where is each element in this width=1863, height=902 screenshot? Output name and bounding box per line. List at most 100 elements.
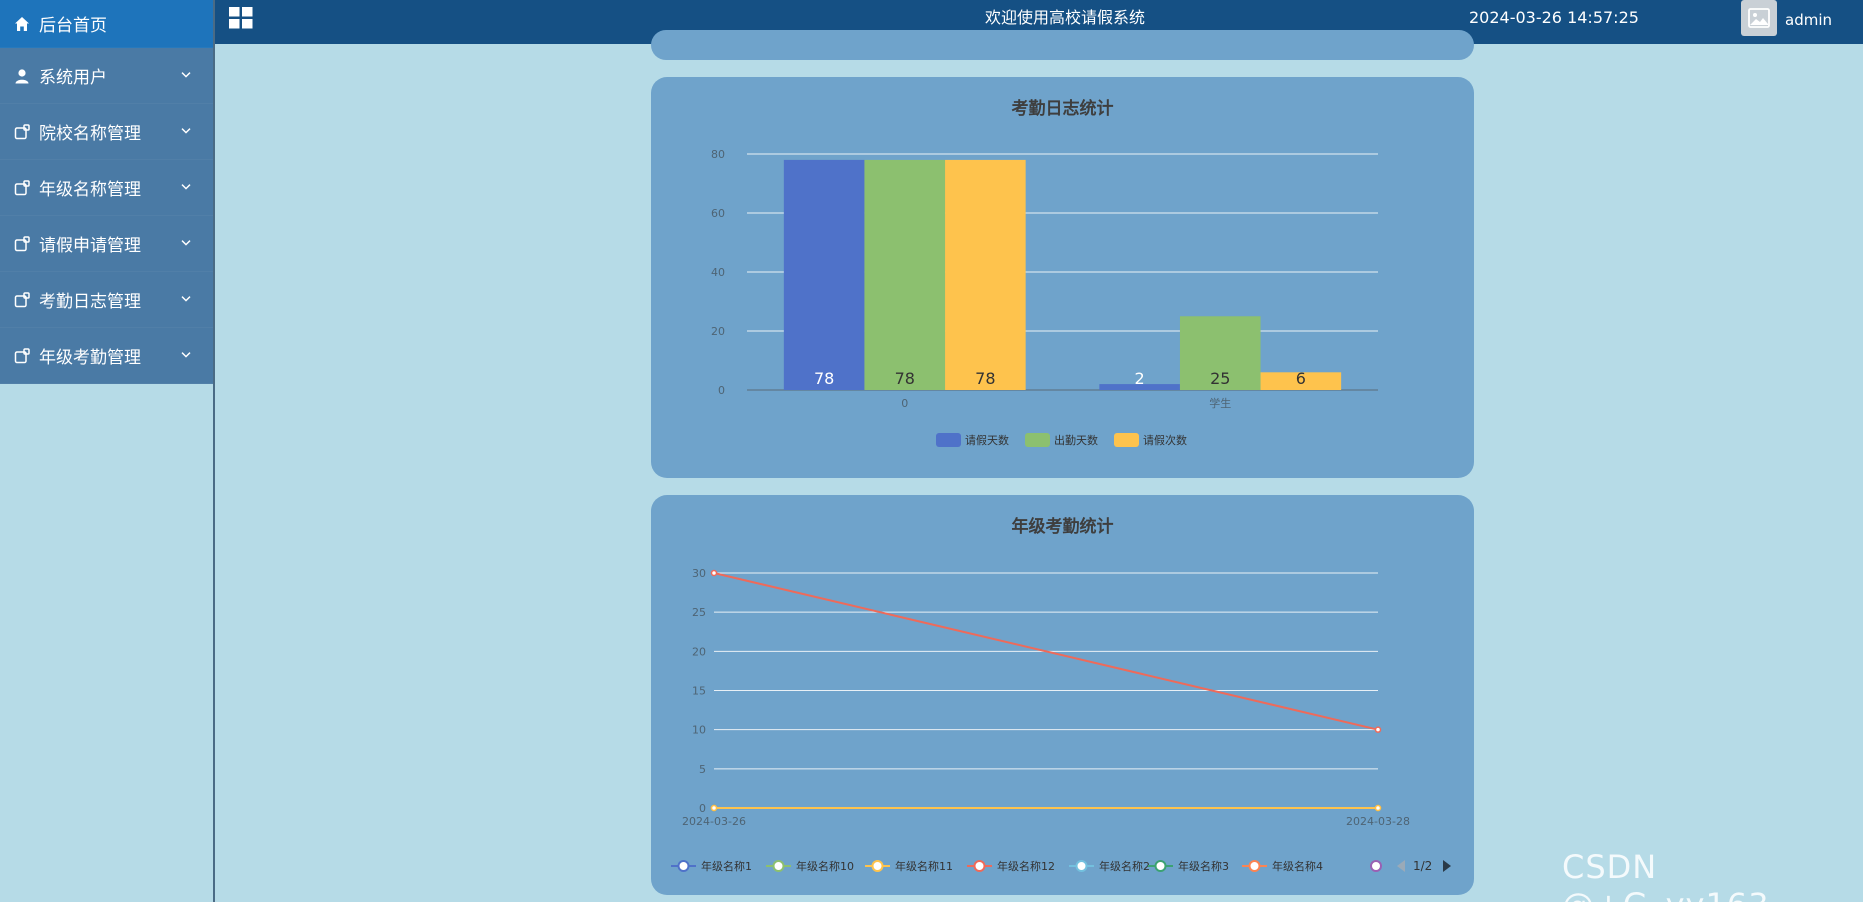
bar <box>1099 384 1180 390</box>
legend-label: 请假次数 <box>1143 433 1187 447</box>
legend-label: 出勤天数 <box>1054 433 1098 447</box>
legend-page-indicator: 1/2 <box>1413 859 1432 873</box>
y-tick-label: 10 <box>692 724 706 737</box>
y-tick-label: 20 <box>692 645 706 658</box>
bar-data-label: 2 <box>1135 369 1145 388</box>
legend-swatch <box>1025 433 1050 447</box>
sidebar-item-grade[interactable]: 年级名称管理 <box>0 160 213 216</box>
legend-marker <box>1154 860 1167 872</box>
chevron-down-icon <box>181 71 191 78</box>
legend-label: 年级名称2 <box>1099 859 1150 873</box>
y-tick-label: 0 <box>718 384 725 397</box>
image-placeholder-icon <box>1748 8 1770 28</box>
current-datetime: 2024-03-26 14:57:25 <box>1469 8 1639 27</box>
y-tick-label: 25 <box>692 606 706 619</box>
y-tick-label: 0 <box>699 802 706 815</box>
sidebar-item-label: 年级考勤管理 <box>39 348 141 368</box>
bar-data-label: 78 <box>975 369 995 388</box>
sidebar-item-label: 后台首页 <box>39 16 107 36</box>
chevron-down-icon <box>181 351 191 358</box>
sidebar-item-label: 请假申请管理 <box>39 236 141 256</box>
x-tick-label: 学生 <box>1209 396 1231 410</box>
sidebar-item-label: 年级名称管理 <box>39 180 141 200</box>
previous-chart-card <box>651 30 1474 60</box>
data-point <box>710 569 718 577</box>
y-tick-label: 30 <box>692 567 706 580</box>
legend-marker <box>1370 860 1382 872</box>
attendance-log-chart-card: 考勤日志统计 0 20 40 60 80 0 78 78 78 学生 2 25 6 请假天数 出勤天数 请假次… <box>651 77 1474 478</box>
x-tick-label: 0 <box>901 397 908 410</box>
module-icon <box>14 235 30 252</box>
bar <box>1260 372 1342 390</box>
legend-label: 年级名称3 <box>1178 859 1229 873</box>
legend-swatch <box>936 433 961 447</box>
sidebar-menu: 后台首页 系统用户 院校名称管理 年级名称管理 <box>0 0 213 384</box>
x-tick-label: 2024-03-28 <box>1346 815 1410 828</box>
sidebar-item-attendance-log[interactable]: 考勤日志管理 <box>0 272 213 328</box>
chart-title: 年级考勤统计 <box>1011 517 1114 537</box>
legend-marker <box>677 860 690 872</box>
bar-data-label: 6 <box>1296 369 1306 388</box>
chevron-down-icon <box>181 183 191 190</box>
sidebar-item-home[interactable]: 后台首页 <box>0 0 213 48</box>
y-tick-label: 80 <box>711 148 725 161</box>
legend-label: 请假天数 <box>965 433 1009 447</box>
y-tick-label: 15 <box>692 685 706 698</box>
user-icon <box>14 68 30 84</box>
sidebar-item-grade-attendance[interactable]: 年级考勤管理 <box>0 328 213 384</box>
legend-marker <box>1248 860 1261 872</box>
legend-marker <box>973 860 986 872</box>
legend-marker <box>1075 860 1088 872</box>
module-icon <box>14 347 30 364</box>
data-point <box>710 804 718 812</box>
bar <box>783 159 865 390</box>
sidebar-item-leave[interactable]: 请假申请管理 <box>0 216 213 272</box>
sidebar-item-label: 考勤日志管理 <box>39 292 141 312</box>
chart-title: 考勤日志统计 <box>1011 99 1114 119</box>
chevron-down-icon <box>181 239 191 246</box>
chevron-down-icon <box>181 295 191 302</box>
legend-label: 年级名称12 <box>997 859 1055 873</box>
grade-attendance-line-chart: 0 5 10 15 20 25 30 2024-03-26 2024-03-28 年级名称1 年级名… <box>671 567 1451 873</box>
sidebar-item-label: 系统用户 <box>39 68 107 88</box>
legend-prev-page-icon[interactable] <box>1397 860 1405 872</box>
legend-label: 年级名称4 <box>1272 859 1323 873</box>
y-tick-label: 20 <box>711 325 725 338</box>
bar-data-label: 78 <box>814 369 834 388</box>
bar <box>1179 316 1261 390</box>
grade-attendance-chart-card: 年级考勤统计 0 5 10 15 20 25 30 2024-03-26 2024-03-28 年… <box>651 495 1474 895</box>
attendance-log-bar-chart: 0 20 40 60 80 0 78 78 78 学生 2 25 6 请假天数 出勤天数 请假次数 <box>711 148 1378 447</box>
grid-menu-icon[interactable] <box>229 7 253 29</box>
module-icon <box>14 123 30 140</box>
legend-marker <box>871 860 884 872</box>
home-icon <box>14 16 30 32</box>
sidebar-item-college[interactable]: 院校名称管理 <box>0 104 213 160</box>
data-point <box>1374 726 1382 733</box>
legend-next-page-icon[interactable] <box>1443 860 1451 872</box>
y-tick-label: 60 <box>711 207 725 220</box>
sidebar: 后台首页 系统用户 院校名称管理 年级名称管理 <box>0 0 215 902</box>
y-tick-label: 40 <box>711 266 725 279</box>
sidebar-item-users[interactable]: 系统用户 <box>0 48 213 104</box>
module-icon <box>14 179 30 196</box>
x-tick-label: 2024-03-26 <box>682 815 746 828</box>
legend-marker <box>772 860 785 872</box>
bar <box>945 159 1026 390</box>
chevron-down-icon <box>181 127 191 134</box>
data-point <box>1374 804 1382 812</box>
page-title: 欢迎使用高校请假系统 <box>984 8 1145 27</box>
avatar[interactable] <box>1741 0 1777 36</box>
legend-label: 年级名称10 <box>796 859 854 873</box>
bar-data-label: 78 <box>895 369 915 388</box>
legend-label: 年级名称1 <box>701 859 752 873</box>
bar-data-label: 25 <box>1210 369 1230 388</box>
legend-swatch <box>1114 433 1139 447</box>
y-tick-label: 5 <box>699 763 706 776</box>
sidebar-item-label: 院校名称管理 <box>39 124 141 144</box>
watermark: CSDN @+G_yy163 <box>1562 848 1769 902</box>
series-line <box>713 572 1379 731</box>
legend-label: 年级名称11 <box>895 859 953 873</box>
bar <box>864 159 946 390</box>
module-icon <box>14 291 30 308</box>
username[interactable]: admin <box>1785 11 1832 29</box>
